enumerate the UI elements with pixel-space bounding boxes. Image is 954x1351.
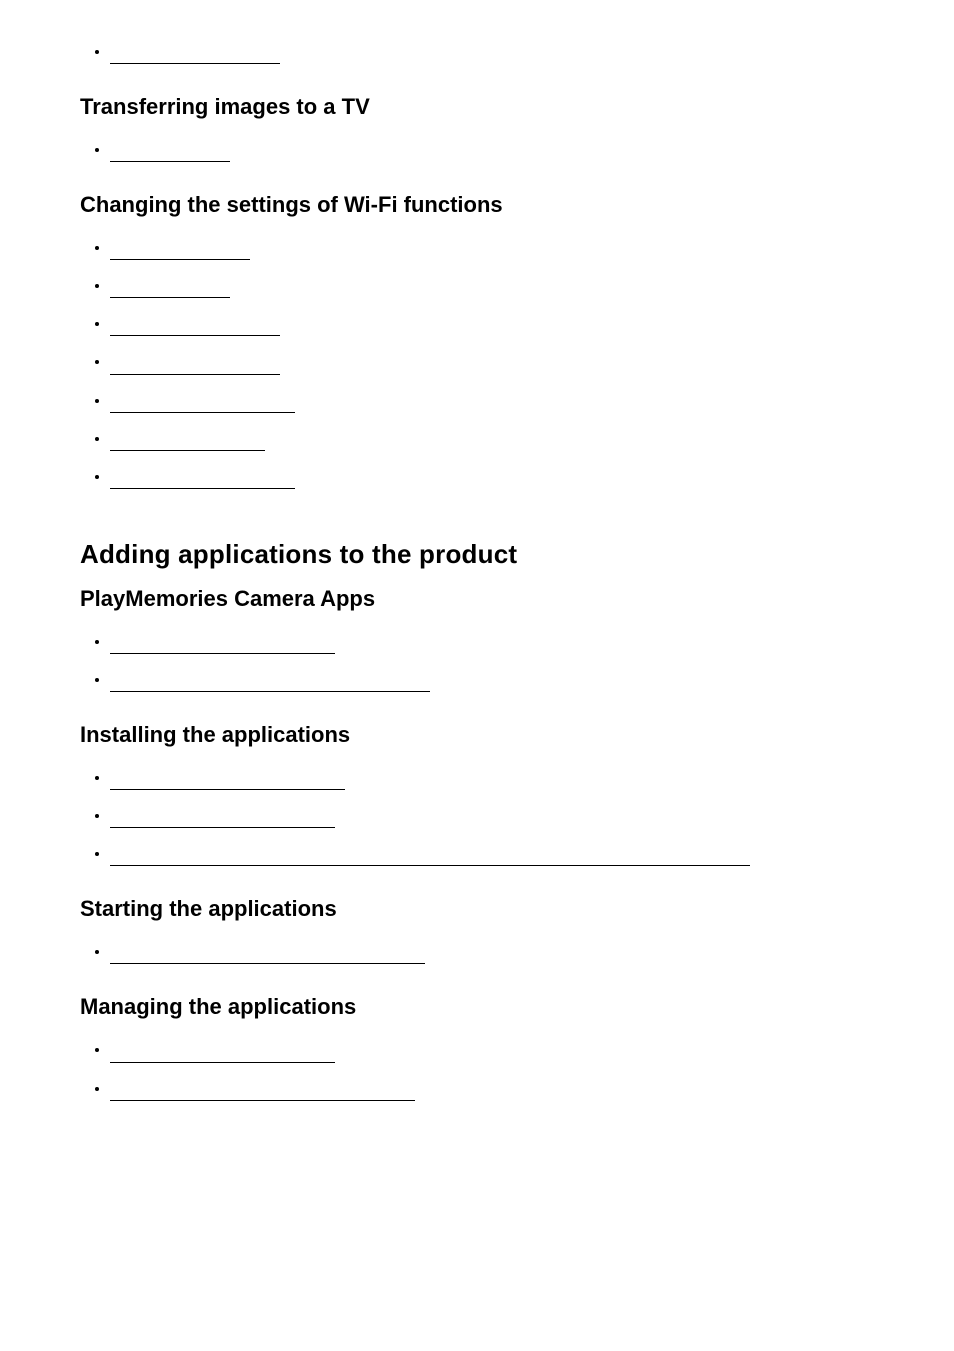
link-reset-network-set[interactable]: Reset Network Set. — [110, 465, 295, 489]
link-launch-app[interactable]: Launching the downloaded application — [110, 940, 425, 964]
link-change-order-apps[interactable]: Changing the order of applications — [110, 1077, 415, 1101]
link-recommended-env[interactable]: Recommended computer environment — [110, 668, 430, 692]
heading-playmemories: PlayMemories Camera Apps — [80, 586, 874, 612]
list-managing: Uninstalling applications Changing the o… — [80, 1038, 874, 1100]
list-item: Downloading applications — [110, 804, 874, 828]
link-ssid-pw-reset[interactable]: SSID/PW Reset — [110, 427, 265, 451]
list-starting: Launching the downloaded application — [80, 940, 874, 964]
list-item: Launching the downloaded application — [110, 940, 874, 964]
document-page: Send to Computer Transferring images to … — [0, 0, 954, 1351]
list-item: WPS Push — [110, 274, 874, 298]
list-item: Send to Computer — [110, 40, 874, 64]
link-send-to-computer[interactable]: Send to Computer — [110, 40, 280, 64]
list-item: Access Point Set. — [110, 312, 874, 336]
link-disp-mac-address[interactable]: Disp MAC Address — [110, 389, 295, 413]
heading-starting: Starting the applications — [80, 896, 874, 922]
list-item: Changing the order of applications — [110, 1077, 874, 1101]
link-view-on-tv[interactable]: View on TV — [110, 138, 230, 162]
list-item: View on TV — [110, 138, 874, 162]
link-uninstall-apps[interactable]: Uninstalling applications — [110, 1038, 335, 1062]
list-transferring-tv: View on TV — [80, 138, 874, 162]
heading-managing: Managing the applications — [80, 994, 874, 1020]
link-wps-push[interactable]: WPS Push — [110, 274, 230, 298]
list-item: Opening a service account — [110, 766, 874, 790]
list-item: Uninstalling applications — [110, 1038, 874, 1062]
link-download-apps[interactable]: Downloading applications — [110, 804, 335, 828]
link-airplane-mode[interactable]: Airplane Mode — [110, 236, 250, 260]
list-item: Recommended computer environment — [110, 668, 874, 692]
orphan-list: Send to Computer — [80, 40, 874, 64]
list-item: PlayMemories Camera Apps — [110, 630, 874, 654]
link-download-apps-wifi[interactable]: Downloading applications directly to the… — [110, 842, 750, 866]
list-item: SSID/PW Reset — [110, 427, 874, 451]
list-wifi-settings: Airplane Mode WPS Push Access Point Set.… — [80, 236, 874, 489]
list-installing: Opening a service account Downloading ap… — [80, 766, 874, 866]
link-playmemories[interactable]: PlayMemories Camera Apps — [110, 630, 335, 654]
list-item: Edit Device Name — [110, 350, 874, 374]
link-open-service-account[interactable]: Opening a service account — [110, 766, 345, 790]
list-playmemories: PlayMemories Camera Apps Recommended com… — [80, 630, 874, 692]
link-edit-device-name[interactable]: Edit Device Name — [110, 350, 280, 374]
link-access-point-set[interactable]: Access Point Set. — [110, 312, 280, 336]
list-item: Airplane Mode — [110, 236, 874, 260]
list-item: Disp MAC Address — [110, 389, 874, 413]
list-item: Downloading applications directly to the… — [110, 842, 874, 866]
heading-adding-applications: Adding applications to the product — [80, 539, 874, 570]
list-item: Reset Network Set. — [110, 465, 874, 489]
heading-transferring-tv: Transferring images to a TV — [80, 94, 874, 120]
heading-wifi-settings: Changing the settings of Wi-Fi functions — [80, 192, 874, 218]
heading-installing: Installing the applications — [80, 722, 874, 748]
